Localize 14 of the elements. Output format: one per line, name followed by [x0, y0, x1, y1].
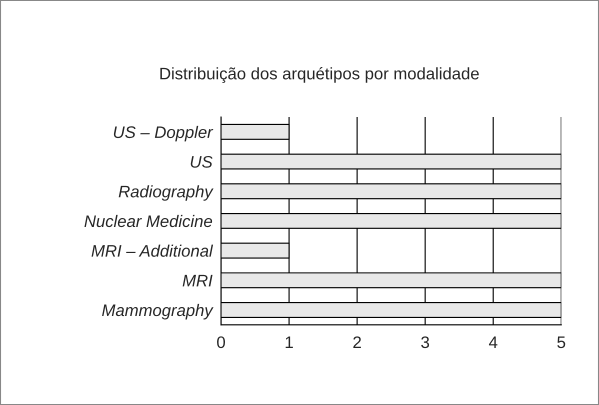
y-tick-label: US	[190, 156, 213, 168]
y-tick-label: Mammography	[102, 304, 214, 320]
y-tick-label: US – Doppler	[114, 126, 214, 142]
chart-title: Distribuição dos arquétipos por modalidade	[160, 67, 479, 83]
x-tick-label: 1	[286, 336, 293, 348]
x-tick-label: 0	[217, 336, 226, 348]
x-tick-label: 4	[488, 336, 498, 348]
y-tick-label: Nuclear Medicine	[84, 214, 212, 228]
x-tick-label: 3	[421, 336, 430, 348]
x-tick-label: 5	[557, 336, 566, 348]
y-tick-label: Radiography	[118, 185, 214, 201]
y-tick-label: MRI	[182, 274, 213, 286]
x-tick-label: 2	[353, 336, 361, 348]
y-tick-label: MRI – Additional	[92, 244, 214, 257]
